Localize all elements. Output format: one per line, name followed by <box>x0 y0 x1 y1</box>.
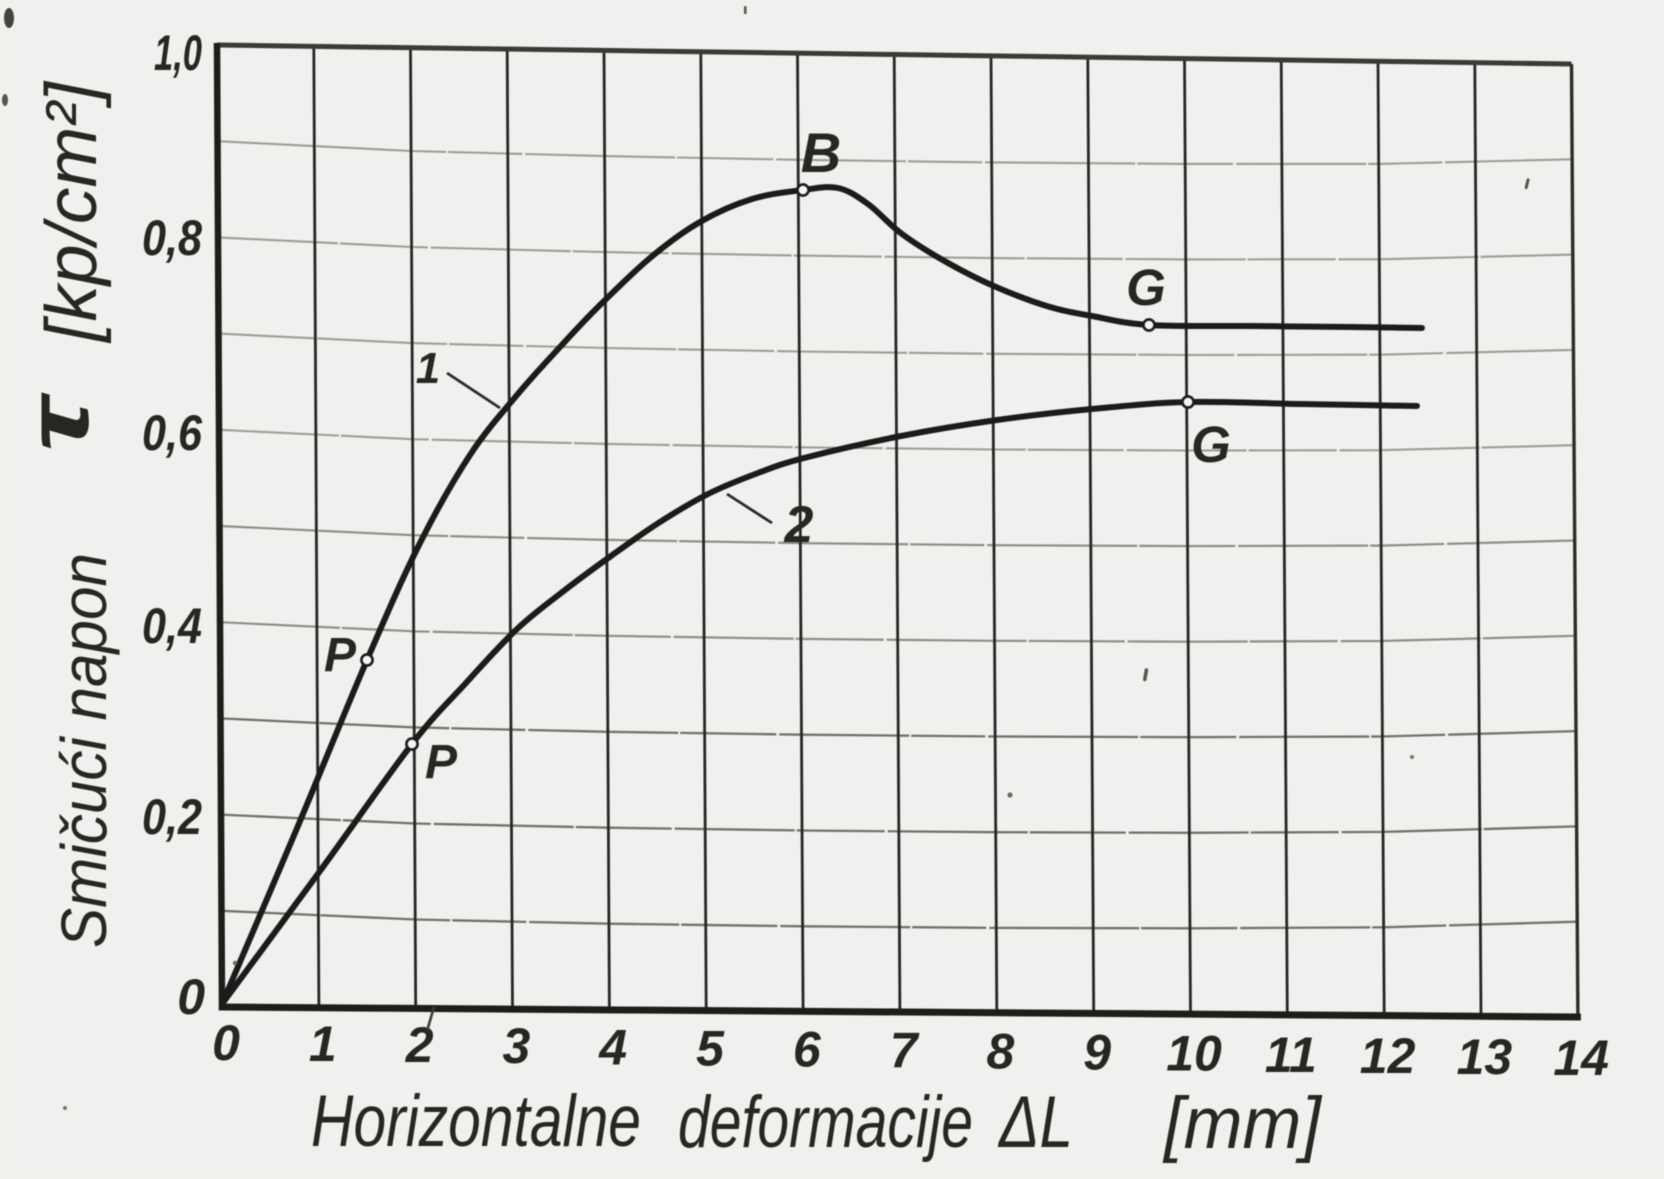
svg-text:2: 2 <box>784 496 814 554</box>
svg-text:4: 4 <box>598 1019 627 1075</box>
svg-text:9: 9 <box>1083 1025 1111 1081</box>
svg-text:7: 7 <box>890 1023 920 1079</box>
svg-text:1: 1 <box>416 344 440 393</box>
svg-text:[mm]: [mm] <box>1162 1083 1323 1164</box>
svg-text:ΔL: ΔL <box>997 1082 1073 1163</box>
svg-text:10: 10 <box>1166 1026 1222 1082</box>
svg-text:5: 5 <box>696 1020 725 1076</box>
svg-text:1: 1 <box>309 1016 337 1072</box>
svg-text:0,4: 0,4 <box>142 598 202 654</box>
svg-text:Smičući napon: Smičući napon <box>48 553 120 948</box>
svg-text:G: G <box>1191 416 1231 473</box>
svg-text:8: 8 <box>986 1024 1014 1080</box>
svg-text:B: B <box>801 121 841 184</box>
svg-text:P: P <box>324 629 357 682</box>
svg-text:deformacije: deformacije <box>678 1082 973 1163</box>
svg-text:1,0: 1,0 <box>154 25 202 81</box>
svg-text:0,2: 0,2 <box>142 789 202 845</box>
svg-text:14: 14 <box>1553 1030 1609 1086</box>
svg-text:12: 12 <box>1360 1028 1416 1084</box>
svg-text:[kp/cm²]: [kp/cm²] <box>32 80 112 344</box>
svg-text:G: G <box>1126 259 1166 316</box>
svg-text:τ: τ <box>8 392 107 452</box>
svg-text:0: 0 <box>177 969 205 1025</box>
svg-text:P: P <box>425 736 458 789</box>
svg-text:0,6: 0,6 <box>142 405 203 461</box>
svg-text:13: 13 <box>1457 1029 1513 1085</box>
svg-text:6: 6 <box>793 1021 822 1077</box>
svg-text:0,8: 0,8 <box>142 210 202 266</box>
svg-text:Horizontalne: Horizontalne <box>311 1081 641 1162</box>
svg-text:0: 0 <box>212 1015 240 1071</box>
svg-text:11: 11 <box>1265 1027 1317 1083</box>
svg-text:3: 3 <box>502 1018 530 1074</box>
